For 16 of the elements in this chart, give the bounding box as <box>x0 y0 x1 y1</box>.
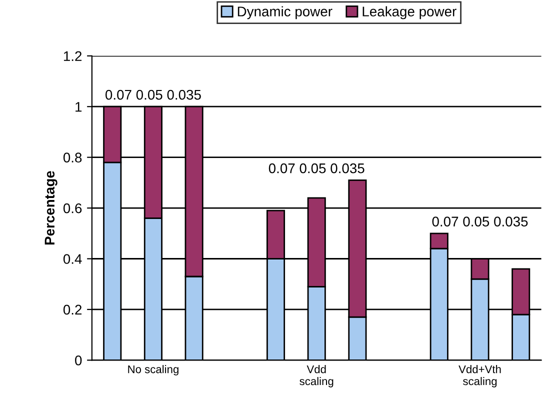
legend-label: Dynamic power <box>238 6 332 20</box>
y-tick-label: 1 <box>76 102 82 112</box>
y-tick-label: 0.2 <box>63 304 82 315</box>
y-tick-label: 1.2 <box>64 51 82 61</box>
x-tick-label: No scaling <box>128 365 178 376</box>
annotation: 0.07 0.05 0.035 <box>268 163 364 174</box>
y-tick-label: 0 <box>75 356 82 366</box>
x-tick-label: Vdd+Vth scaling <box>458 365 501 388</box>
annotation: 0.07 0.05 0.035 <box>432 216 528 226</box>
y-tick-label: 0.4 <box>63 254 82 264</box>
y-axis-title: Percentage <box>44 171 58 245</box>
y-tick-label: 0.8 <box>63 152 82 162</box>
x-tick-label: Vdd scaling <box>300 365 334 388</box>
annotation: 0.07 0.05 0.035 <box>105 90 201 100</box>
legend-label: Leakage power <box>362 6 456 20</box>
y-tick-label: 0.6 <box>63 203 82 214</box>
